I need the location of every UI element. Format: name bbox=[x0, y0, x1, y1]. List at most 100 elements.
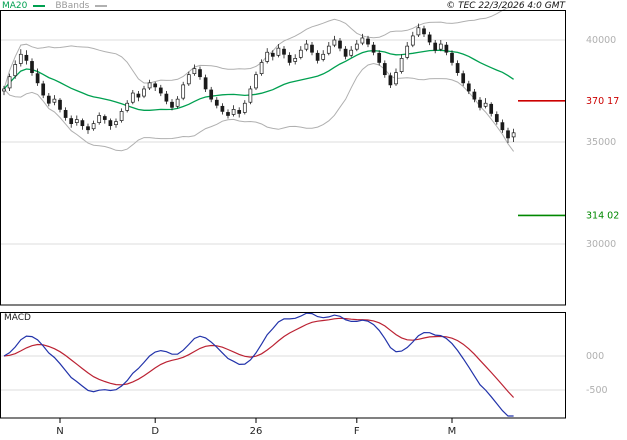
ma20-legend-label: MA20 bbox=[2, 1, 28, 11]
candle-body bbox=[102, 116, 107, 120]
candle-body bbox=[63, 110, 68, 118]
candle-body bbox=[237, 110, 242, 114]
candle-body bbox=[158, 87, 163, 94]
price-level-label: 370 17 bbox=[586, 96, 619, 107]
candle-body bbox=[461, 73, 466, 84]
ma20-line bbox=[3, 49, 514, 111]
candle-body bbox=[2, 88, 6, 92]
candle-body bbox=[455, 63, 460, 73]
candle-body bbox=[242, 102, 247, 113]
candle-body bbox=[489, 103, 494, 114]
candle-body bbox=[399, 58, 404, 72]
candle-body bbox=[114, 121, 118, 126]
candle-body bbox=[214, 99, 219, 106]
candle-body bbox=[422, 28, 426, 35]
candle-body bbox=[203, 77, 208, 90]
candle-body bbox=[354, 43, 359, 50]
candle-body bbox=[427, 34, 432, 43]
candle-body bbox=[80, 120, 85, 127]
candle-body bbox=[164, 93, 169, 102]
macd-axis-label: 000 bbox=[586, 351, 604, 362]
candle-body bbox=[18, 53, 23, 64]
candle-body bbox=[382, 63, 387, 76]
candle-body bbox=[500, 122, 505, 131]
candle-body bbox=[209, 89, 214, 100]
candle-body bbox=[7, 76, 12, 89]
candle-body bbox=[282, 48, 286, 55]
candle-body bbox=[377, 52, 382, 63]
candle-body bbox=[276, 47, 281, 56]
candle-body bbox=[142, 88, 146, 97]
candle-body bbox=[119, 111, 124, 121]
candle-body bbox=[97, 115, 102, 123]
candle-body bbox=[231, 109, 236, 115]
candle-body bbox=[405, 45, 410, 58]
candle-body bbox=[287, 54, 292, 63]
candle-body bbox=[349, 49, 354, 56]
bollinger-lower-line bbox=[3, 62, 515, 152]
candle-body bbox=[248, 88, 253, 103]
candle-body bbox=[270, 52, 275, 57]
bbands-line-swatch bbox=[95, 5, 108, 7]
bollinger-upper-line bbox=[3, 6, 514, 90]
candle-body bbox=[326, 45, 331, 54]
macd-panel-frame bbox=[0, 312, 566, 419]
candle-body bbox=[74, 119, 79, 123]
candle-body bbox=[58, 99, 62, 110]
price-axis-label: 40000 bbox=[586, 35, 616, 46]
candle-body bbox=[226, 112, 230, 116]
candle-body bbox=[466, 83, 471, 92]
candle-body bbox=[69, 118, 74, 124]
candle-body bbox=[24, 54, 29, 61]
candle-body bbox=[410, 35, 415, 46]
price-axis-label: 35000 bbox=[586, 137, 616, 148]
candle-body bbox=[494, 114, 499, 122]
candle-body bbox=[13, 64, 18, 77]
candle-body bbox=[483, 102, 488, 107]
candle-body bbox=[444, 44, 449, 53]
candle-body bbox=[511, 132, 516, 138]
macd-axis-label: -500 bbox=[586, 385, 608, 396]
candle-body bbox=[259, 62, 264, 75]
bbands-legend-label: BBands bbox=[55, 1, 90, 11]
candle-body bbox=[30, 61, 34, 73]
candle-body bbox=[125, 102, 130, 111]
macd-line bbox=[3, 312, 514, 417]
candle-body bbox=[371, 44, 376, 53]
price-level-label: 314 02 bbox=[586, 210, 619, 221]
candle-body bbox=[360, 37, 365, 44]
candle-body bbox=[170, 101, 174, 108]
candle-body bbox=[438, 43, 443, 50]
candle-body bbox=[338, 40, 342, 49]
candle-body bbox=[315, 52, 320, 61]
candle-body bbox=[153, 83, 158, 88]
macd-signal-line bbox=[3, 317, 515, 398]
candle-body bbox=[186, 74, 191, 85]
candle-body bbox=[433, 42, 438, 51]
month-label: F bbox=[354, 426, 360, 437]
macd-panel-label: MACD bbox=[4, 313, 31, 323]
candle-body bbox=[366, 38, 370, 45]
candle-body bbox=[130, 92, 135, 103]
candle-body bbox=[220, 105, 225, 112]
candle-body bbox=[298, 49, 303, 58]
candle-body bbox=[192, 68, 197, 75]
candle-body bbox=[198, 69, 202, 78]
candle-body bbox=[388, 75, 393, 86]
candle-body bbox=[265, 51, 270, 62]
candle-body bbox=[108, 120, 113, 127]
candle-body bbox=[343, 48, 348, 57]
candle-body bbox=[86, 126, 90, 131]
month-label: D bbox=[151, 426, 159, 437]
ma20-line-swatch bbox=[33, 5, 46, 7]
candle-body bbox=[506, 130, 510, 139]
copyright-text: © TEC 22/3/2026 4:0 GMT bbox=[446, 1, 565, 11]
candle-body bbox=[41, 83, 46, 96]
candle-body bbox=[321, 53, 326, 60]
candle-body bbox=[310, 44, 314, 53]
candle-body bbox=[91, 123, 96, 130]
candle-body bbox=[254, 74, 258, 89]
candle-body bbox=[147, 82, 152, 89]
